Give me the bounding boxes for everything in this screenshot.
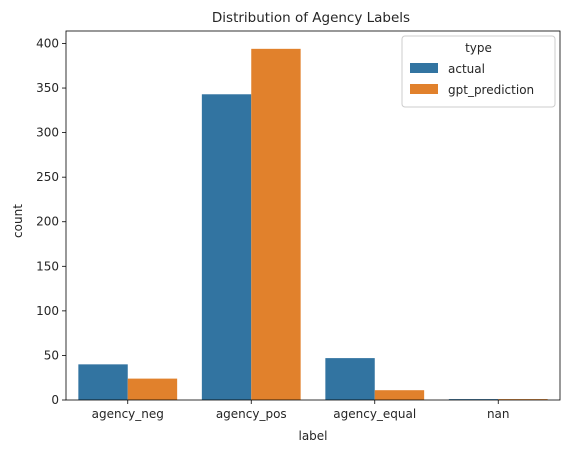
y-tick-label-350: 350 <box>36 81 59 95</box>
x-tick-label-agency_pos: agency_pos <box>216 407 287 421</box>
legend-title: type <box>465 41 492 55</box>
bar-gpt_prediction-nan <box>498 399 548 400</box>
x-axis-label: label <box>298 429 327 443</box>
y-tick-label-50: 50 <box>44 348 59 362</box>
axes-group: 0 50 100 150 200 250 300 350 400 agency_neg agency… <box>36 30 561 421</box>
bars-group <box>78 48 548 400</box>
bar-actual-agency_pos <box>201 94 252 400</box>
y-axis-label: count <box>11 204 25 238</box>
legend-box <box>401 35 556 108</box>
x-tick-label-agency_equal: agency_equal <box>333 407 416 421</box>
legend-swatch-gpt_prediction <box>410 84 438 94</box>
legend-swatch-actual <box>410 63 438 73</box>
bar-actual-agency_equal <box>325 358 375 400</box>
bar-gpt_prediction-agency_equal <box>374 390 425 400</box>
legend-label-actual: actual <box>448 62 485 76</box>
y-tick-label-0: 0 <box>51 393 59 407</box>
y-tick-label-150: 150 <box>36 259 59 273</box>
chart-title: Distribution of Agency Labels <box>212 10 410 26</box>
bar-actual-agency_neg <box>78 364 128 400</box>
y-tick-label-400: 400 <box>36 36 59 50</box>
bar-gpt_prediction-agency_neg <box>127 378 178 400</box>
legend-label-gpt_prediction: gpt_prediction <box>448 83 534 97</box>
y-tick-label-200: 200 <box>36 215 59 229</box>
bar-gpt_prediction-agency_pos <box>251 48 301 400</box>
y-tick-label-300: 300 <box>36 126 59 140</box>
x-tick-label-nan: nan <box>487 407 510 421</box>
y-tick-label-250: 250 <box>36 170 59 184</box>
x-tick-label-agency_neg: agency_neg <box>92 407 164 421</box>
plot-frame <box>65 30 561 401</box>
y-tick-label-100: 100 <box>36 304 59 318</box>
legend: type actual gpt_prediction <box>401 35 556 108</box>
bar-actual-nan <box>448 399 499 400</box>
